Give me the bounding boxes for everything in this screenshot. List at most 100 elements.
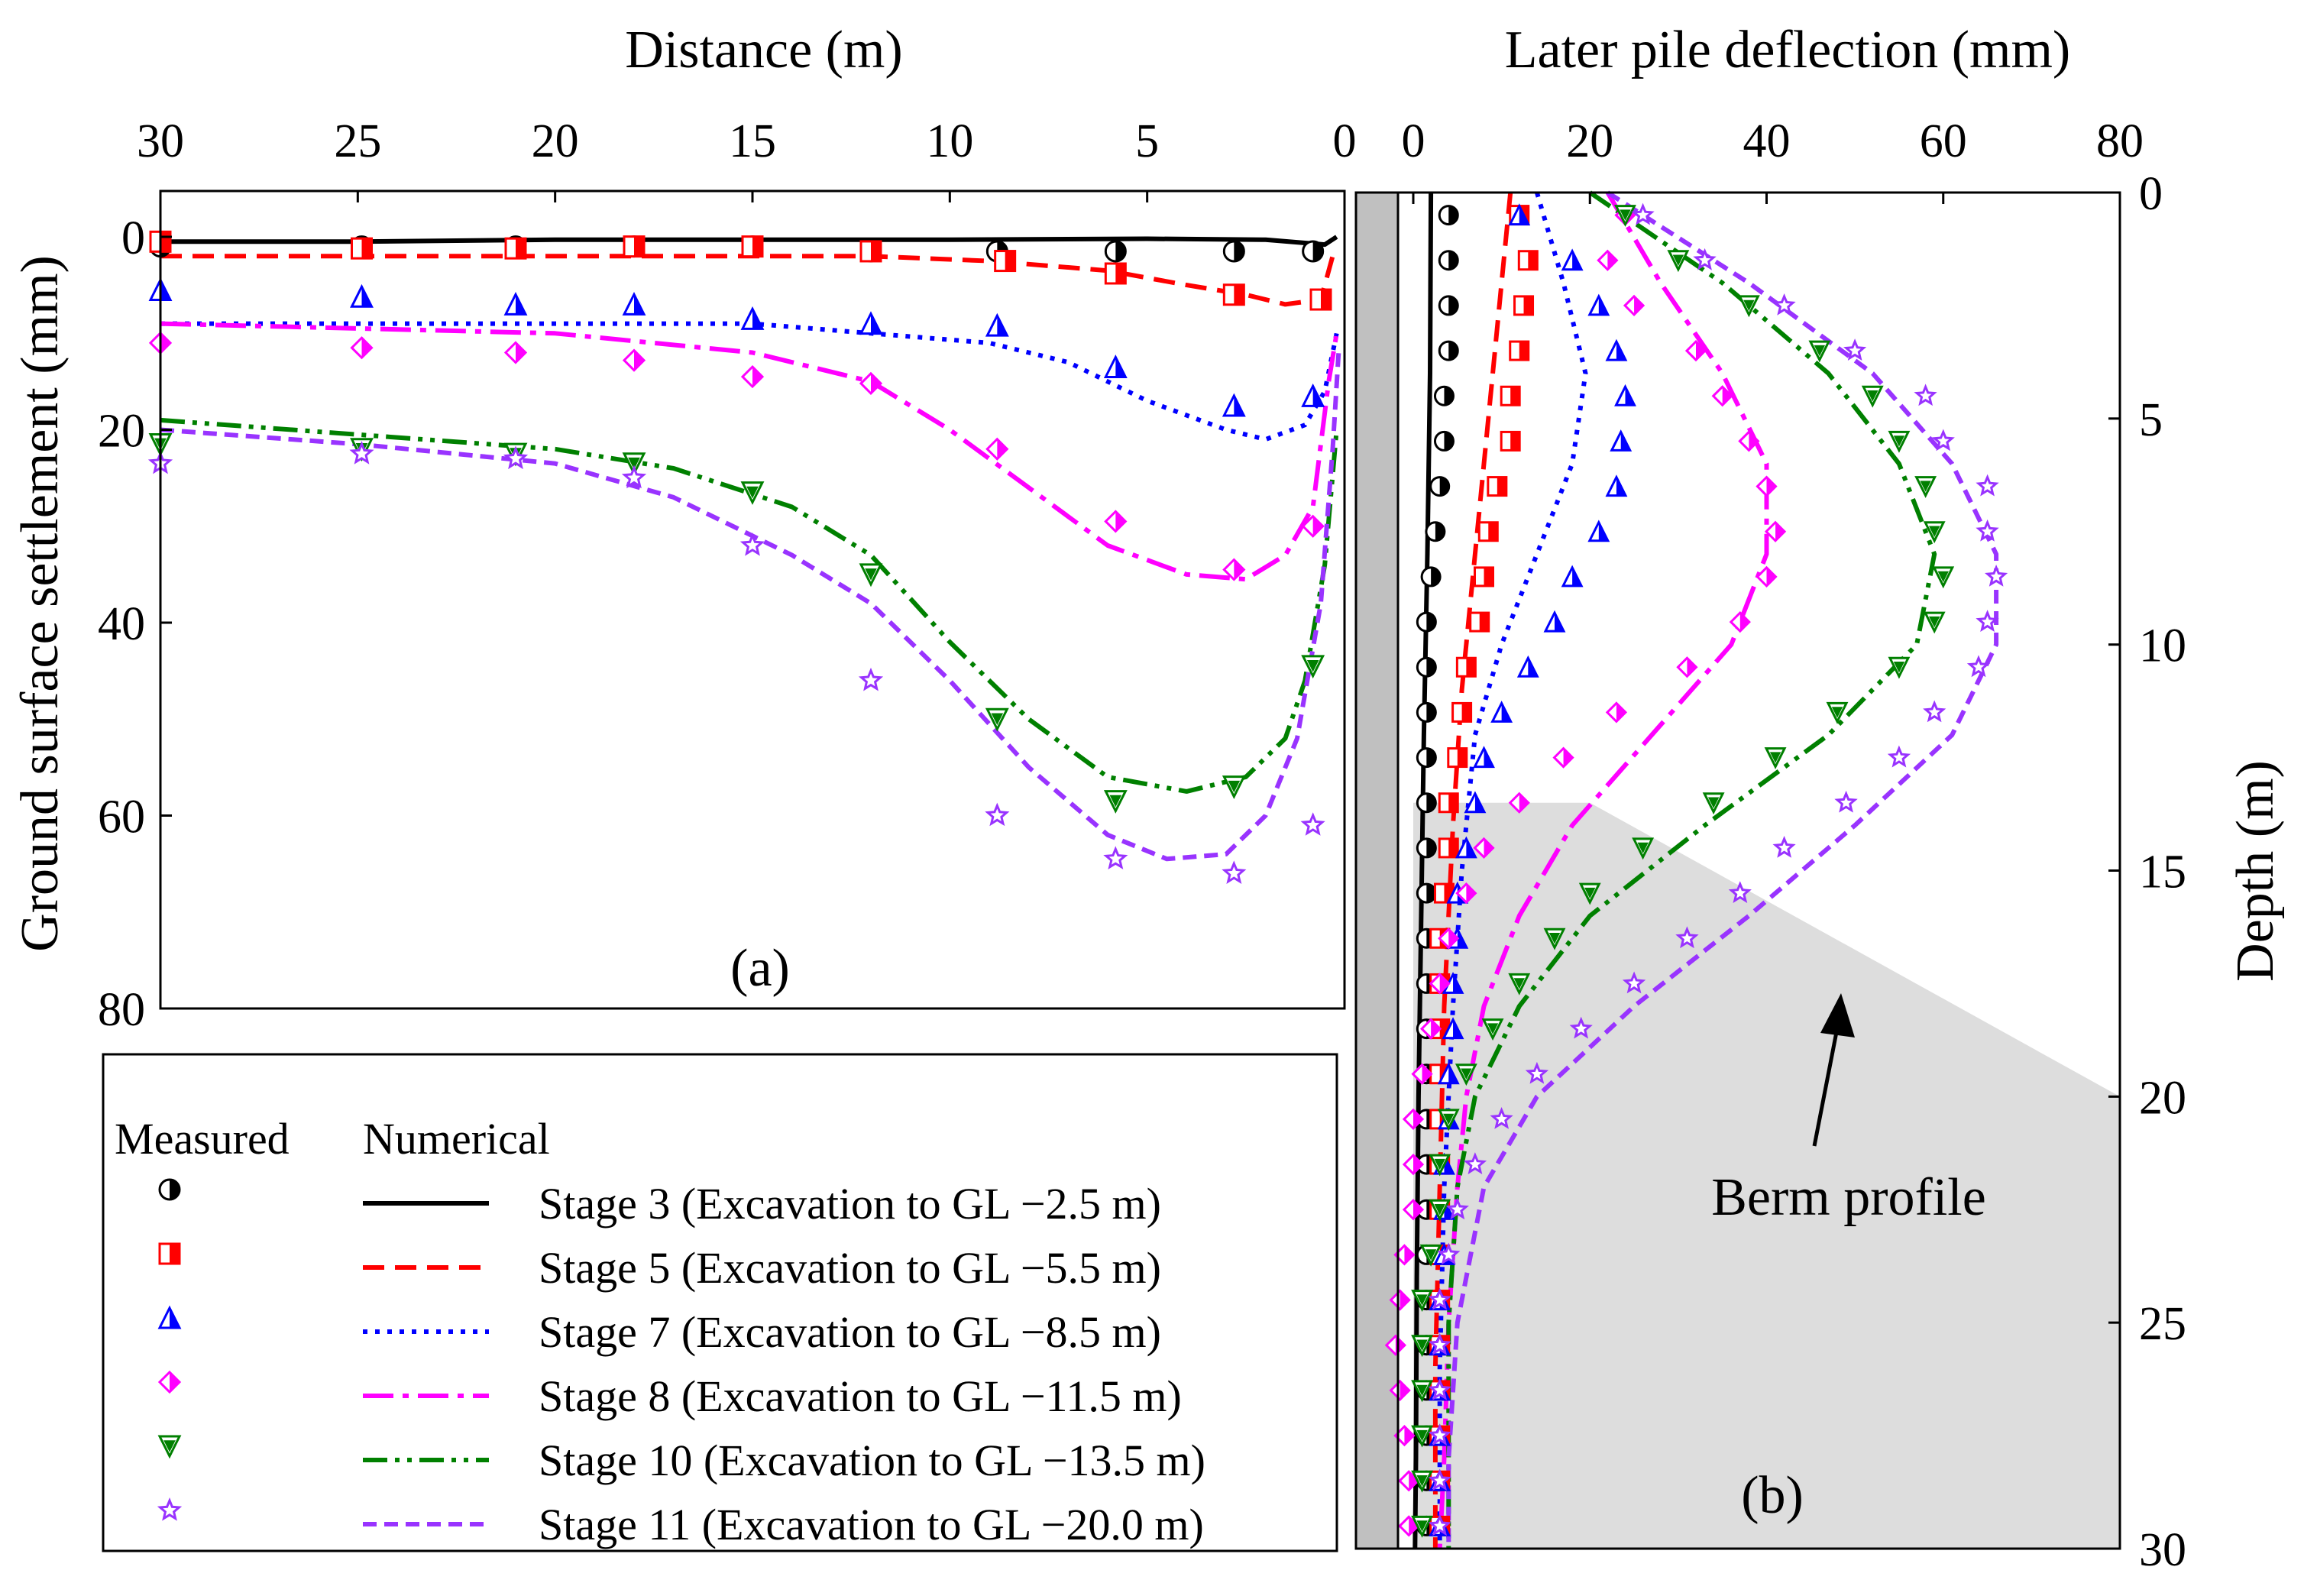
panel-b-point-s10	[1764, 747, 1787, 769]
panel-a-settlement-chart: Distance (m) Ground surface settlement (…	[11, 21, 1357, 1036]
panel-b-point-s11	[1437, 1242, 1461, 1265]
panel-a-point-s11	[349, 441, 374, 465]
panel-b-point-s11	[1428, 1423, 1451, 1445]
panel-b-point-s10	[1411, 1470, 1433, 1493]
panel-a-point-s5	[741, 235, 764, 258]
panel-a-label: (a)	[730, 939, 790, 998]
panel-b-point-s11	[1428, 1468, 1451, 1491]
legend-row-s3: Stage 3 (Excavation to GL −2.5 m)	[158, 1178, 1161, 1229]
panel-b-x-axis-title: Later pile deflection (mm)	[1505, 21, 2071, 79]
panel-b-point-s10	[1667, 250, 1690, 273]
panel-b-point-s7	[1561, 248, 1584, 271]
panel-b-point-s10	[1411, 1335, 1433, 1358]
panel-a-x-axis-title: Distance (m)	[625, 21, 902, 79]
panel-b-y-axis-title: Depth (m)	[2226, 760, 2285, 982]
panel-b-point-s7	[1543, 610, 1566, 633]
panel-a-point-s7	[503, 292, 528, 316]
panel-b-x-tick-label: 60	[1920, 115, 1967, 167]
berm-profile-label: Berm profile	[1711, 1168, 1986, 1227]
panel-b-point-s11	[1728, 881, 1752, 903]
panel-b-point-s7	[1516, 655, 1539, 678]
panel-b-y-tick-label: 15	[2139, 847, 2186, 898]
panel-a-point-s10	[985, 707, 1009, 732]
panel-b-point-s10	[1702, 792, 1725, 815]
panel-a-point-s7	[859, 311, 883, 335]
panel-a-x-tick-label: 5	[1135, 115, 1159, 167]
legend-label-s11: Stage 11 (Excavation to GL −20.0 m)	[539, 1500, 1204, 1549]
panel-a-point-s8	[1104, 510, 1128, 533]
panel-a-point-s8	[985, 437, 1009, 461]
panel-b-point-s10	[1826, 701, 1849, 724]
panel-b-y-tick-label: 0	[2139, 168, 2163, 220]
panel-b-y-tick-label: 20	[2139, 1072, 2186, 1124]
panel-b-point-s5	[1477, 521, 1499, 542]
panel-a-x-tick-label: 15	[729, 115, 776, 167]
panel-b-point-s7	[1587, 293, 1610, 316]
panel-b-point-s3	[1438, 295, 1459, 316]
legend-numerical-title: Numerical	[363, 1114, 550, 1164]
legend-marker-s7	[157, 1305, 182, 1329]
legend-label-s8: Stage 8 (Excavation to GL −11.5 m)	[539, 1371, 1182, 1421]
panel-b-point-s10	[1888, 430, 1911, 453]
panel-b-point-s8	[1711, 385, 1733, 407]
legend-row-s8: Stage 8 (Excavation to GL −11.5 m)	[157, 1370, 1182, 1421]
legend-label-s5: Stage 5 (Excavation to GL −5.5 m)	[539, 1243, 1161, 1293]
panel-b-point-s8	[1684, 339, 1707, 362]
panel-a-point-s8	[1301, 514, 1325, 538]
panel-b-point-s8	[1411, 1063, 1433, 1085]
panel-b-point-s3	[1420, 566, 1442, 588]
panel-a-point-s7	[1222, 393, 1246, 417]
panel-a-y-tick-label: 0	[121, 212, 145, 264]
panel-b-line-s11	[1446, 190, 1999, 1549]
panel-a-y-tick-label: 20	[98, 406, 145, 458]
panel-b-point-s10	[1808, 340, 1831, 363]
panel-b-point-s10	[1455, 1063, 1477, 1086]
panel-a-point-s7	[1301, 383, 1325, 407]
panel-b-point-s8	[1756, 475, 1778, 497]
retaining-wall	[1354, 191, 1400, 1550]
panel-b-point-s11	[1631, 202, 1655, 225]
panel-b-point-s10	[1543, 927, 1566, 950]
panel-b-point-s5	[1455, 656, 1477, 678]
legend-marker-s11	[157, 1497, 183, 1521]
panel-b-x-tick-label: 0	[1402, 115, 1425, 167]
panel-b-line-s3	[1412, 192, 1434, 1549]
panel-b-point-s5	[1517, 250, 1539, 271]
panel-a-point-s8	[503, 341, 528, 364]
panel-a-y-tick-label: 60	[98, 792, 145, 843]
panel-a-point-s11	[739, 533, 765, 556]
panel-a-point-s3	[1104, 240, 1127, 263]
panel-b-point-s8	[1764, 520, 1787, 542]
panel-b-point-s10	[1508, 973, 1531, 995]
panel-a-line-s10	[160, 417, 1339, 794]
panel-b-point-s10	[1923, 521, 1946, 544]
panel-b-point-s7	[1437, 1062, 1460, 1085]
panel-b-point-s3	[1433, 430, 1455, 452]
panel-a-point-s5	[994, 250, 1017, 273]
panel-b-point-s11	[1887, 745, 1911, 768]
panel-b-line-s10	[1446, 190, 1937, 1549]
panel-b-point-s5	[1500, 430, 1521, 452]
panel-a-point-s10	[859, 563, 883, 588]
panel-a-line-s3	[160, 235, 1338, 248]
panel-b-point-s5	[1469, 611, 1490, 633]
panel-b-point-s10	[1614, 205, 1636, 227]
panel-b-point-s5	[1447, 747, 1468, 769]
berm-area	[1413, 802, 2120, 1549]
panel-b-point-s3	[1416, 882, 1437, 904]
panel-b-point-s8	[1402, 1108, 1425, 1131]
panel-b-point-s8	[1473, 837, 1495, 860]
panel-b-point-s7	[1614, 384, 1636, 406]
panel-a-point-s11	[621, 465, 647, 489]
panel-b-point-s5	[1438, 792, 1459, 814]
panel-a-point-s8	[740, 364, 765, 389]
panel-a-line-s5	[160, 254, 1335, 307]
panel-a-point-s7	[1103, 354, 1128, 378]
panel-b-point-s5	[1509, 340, 1530, 361]
panel-b-point-s8	[1623, 294, 1645, 317]
panel-b-point-s10	[1932, 566, 1955, 589]
panel-a-point-s10	[1301, 655, 1325, 679]
panel-b-point-s8	[1429, 973, 1451, 995]
panel-b-point-s10	[1632, 837, 1655, 860]
panel-b-point-s10	[1411, 1425, 1433, 1448]
